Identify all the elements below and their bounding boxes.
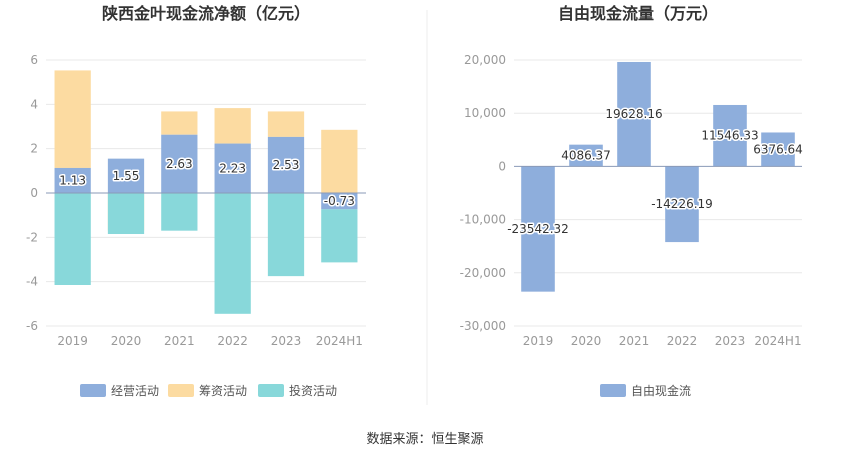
bar-free-cash-flow xyxy=(665,166,699,243)
right-y-tick-label: 0 xyxy=(498,159,506,173)
bar-investing xyxy=(267,193,305,277)
right-x-tick-label: 2022 xyxy=(667,334,698,348)
bar-investing xyxy=(54,193,91,285)
bar-financing xyxy=(267,111,305,137)
fcf-data-label-halo: 19628.16 xyxy=(605,107,662,121)
left-y-tick-label: 0 xyxy=(30,186,38,200)
left-chart-title: 陕西金叶现金流净额（亿元） xyxy=(102,4,310,23)
chart-canvas: 陕西金叶现金流净额（亿元） -6 -4 -2 0 2 4 6 2019 2020 2021 2022 2… xyxy=(26,4,805,405)
fcf-data-label: 6376.64 xyxy=(753,142,803,156)
right-y-tick-label: -10,000 xyxy=(460,213,506,227)
bar-free-cash-flow xyxy=(521,166,555,292)
bar-free-cash-flow xyxy=(713,104,747,167)
fcf-data-label: 19628.16 xyxy=(605,107,662,121)
left-x-tick-label: 2024H1 xyxy=(316,334,363,348)
bar-operating xyxy=(214,143,251,193)
left-x-tick-label: 2020 xyxy=(111,334,142,348)
fcf-data-label-halo: 6376.64 xyxy=(753,142,803,156)
bar-free-cash-flow xyxy=(617,61,651,167)
left-x-tick-label: 2023 xyxy=(271,334,302,348)
bar-operating xyxy=(321,193,358,210)
bar-financing xyxy=(321,129,358,193)
right-y-tick-label: 20,000 xyxy=(464,53,506,67)
left-x-tick-label: 2021 xyxy=(164,334,195,348)
right-x-tick-label: 2019 xyxy=(523,334,554,348)
bar-operating xyxy=(267,136,305,193)
bar-operating xyxy=(107,158,145,193)
right-x-tick-label: 2021 xyxy=(619,334,650,348)
left-x-tick-label: 2019 xyxy=(57,334,88,348)
fcf-data-label: -14226.19 xyxy=(651,197,713,211)
right-x-tick-label: 2023 xyxy=(715,334,746,348)
operating-data-label: 1.13 xyxy=(59,173,86,187)
right-x-tick-label: 2024H1 xyxy=(754,334,801,348)
left-chart: 陕西金叶现金流净额（亿元） -6 -4 -2 0 2 4 6 2019 2020 2021 2022 2… xyxy=(26,4,366,398)
bar-investing xyxy=(107,193,145,235)
operating-data-label-halo: -0.73 xyxy=(324,194,355,208)
legend-swatch-financing xyxy=(168,384,194,397)
legend-swatch-fcf xyxy=(600,384,626,397)
bar-free-cash-flow xyxy=(761,132,795,167)
operating-data-label: 2.53 xyxy=(273,158,300,172)
operating-data-label: 1.55 xyxy=(113,169,140,183)
fcf-data-label: 11546.33 xyxy=(701,129,758,143)
bar-financing xyxy=(54,70,91,168)
bar-operating xyxy=(161,134,198,193)
operating-data-label-halo: 1.13 xyxy=(59,173,86,187)
right-y-tick-label: -30,000 xyxy=(460,319,506,333)
legend-label-investing: 投资活动 xyxy=(289,383,337,398)
left-y-tick-label: 6 xyxy=(30,53,38,67)
left-y-tick-label: -6 xyxy=(26,319,38,333)
left-y-tick-label: 4 xyxy=(30,97,38,111)
fcf-data-label-halo: 4086.37 xyxy=(561,149,611,163)
operating-data-label-halo: 2.23 xyxy=(219,161,246,175)
legend-label-operating: 经营活动 xyxy=(111,384,159,398)
fcf-data-label-halo: -14226.19 xyxy=(651,197,713,211)
bar-financing xyxy=(214,108,251,144)
operating-data-label-halo: 2.53 xyxy=(273,158,300,172)
legend-swatch-investing xyxy=(258,384,284,397)
left-y-tick-label: 2 xyxy=(30,142,38,156)
right-y-tick-label: 10,000 xyxy=(464,106,506,120)
right-y-tick-label: -20,000 xyxy=(460,266,506,280)
legend-label-financing: 筹资活动 xyxy=(199,384,247,398)
left-x-tick-label: 2022 xyxy=(217,334,248,348)
right-chart-title: 自由现金流量（万元） xyxy=(558,4,718,23)
operating-data-label: -0.73 xyxy=(324,194,355,208)
fcf-data-label: -23542.32 xyxy=(507,222,569,236)
bar-investing xyxy=(214,193,251,314)
left-y-tick-label: -4 xyxy=(26,275,38,289)
right-chart: 自由现金流量（万元） -30,000 -20,000 -10,000 0 10,000 20… xyxy=(460,4,805,398)
right-x-tick-label: 2020 xyxy=(571,334,602,348)
operating-data-label-halo: 2.63 xyxy=(166,157,193,171)
bar-free-cash-flow xyxy=(569,144,603,167)
legend-swatch-operating xyxy=(80,384,106,397)
bar-financing xyxy=(161,111,198,135)
bar-investing xyxy=(161,193,198,231)
bar-operating xyxy=(54,167,91,193)
operating-data-label: 2.63 xyxy=(166,157,193,171)
legend-label-fcf: 自由现金流 xyxy=(631,383,691,398)
fcf-data-label-halo: 11546.33 xyxy=(701,129,758,143)
operating-data-label: 2.23 xyxy=(219,161,246,175)
data-source-note: 数据来源：恒生聚源 xyxy=(366,432,484,447)
fcf-data-label: 4086.37 xyxy=(561,149,611,163)
bar-investing xyxy=(321,209,358,263)
fcf-data-label-halo: -23542.32 xyxy=(507,222,569,236)
left-y-tick-label: -2 xyxy=(26,230,38,244)
operating-data-label-halo: 1.55 xyxy=(113,169,140,183)
